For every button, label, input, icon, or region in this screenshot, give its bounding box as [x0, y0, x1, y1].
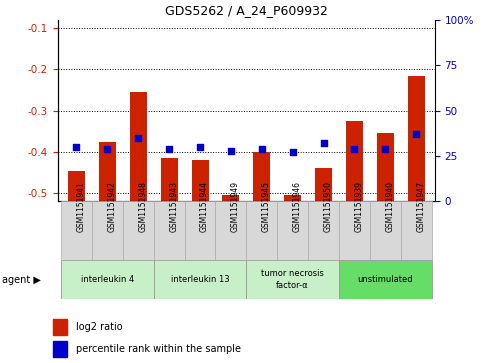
Bar	[246, 260, 339, 299]
Point	[258, 146, 266, 152]
Bar	[123, 201, 154, 260]
Text: agent ▶: agent ▶	[2, 275, 41, 285]
Bar	[53, 340, 68, 357]
Point	[227, 148, 235, 154]
Point	[134, 135, 142, 141]
Text: log2 ratio: log2 ratio	[76, 322, 123, 332]
Text: GSM1151949: GSM1151949	[231, 181, 240, 232]
Text: percentile rank within the sample: percentile rank within the sample	[76, 344, 241, 354]
Bar	[61, 201, 92, 260]
Point	[351, 146, 358, 152]
Point	[412, 131, 420, 137]
Bar	[408, 76, 425, 201]
Point	[320, 140, 327, 146]
Bar	[315, 168, 332, 201]
Bar	[68, 171, 85, 201]
Point	[382, 146, 389, 152]
Bar	[339, 201, 370, 260]
Title: GDS5262 / A_24_P609932: GDS5262 / A_24_P609932	[165, 4, 328, 17]
Text: GSM1151950: GSM1151950	[324, 181, 332, 232]
Text: GSM1151945: GSM1151945	[262, 181, 271, 232]
Text: unstimulated: unstimulated	[357, 275, 413, 284]
Bar	[154, 260, 246, 299]
Point	[289, 150, 297, 155]
Bar	[370, 201, 401, 260]
Bar	[53, 319, 68, 335]
Bar	[92, 201, 123, 260]
Bar	[130, 92, 147, 201]
Bar	[61, 260, 154, 299]
Text: interleukin 4: interleukin 4	[81, 275, 134, 284]
Bar	[99, 142, 116, 201]
Bar	[284, 195, 301, 201]
Text: GSM1151946: GSM1151946	[293, 181, 302, 232]
Text: GSM1151942: GSM1151942	[107, 181, 116, 232]
Bar	[346, 121, 363, 201]
Bar	[377, 133, 394, 201]
Point	[196, 144, 204, 150]
Text: GSM1151948: GSM1151948	[138, 181, 147, 232]
Text: GSM1151939: GSM1151939	[355, 181, 363, 232]
Text: interleukin 13: interleukin 13	[170, 275, 229, 284]
Text: GSM1151940: GSM1151940	[385, 181, 394, 232]
Text: GSM1151943: GSM1151943	[169, 181, 178, 232]
Text: tumor necrosis
factor-α: tumor necrosis factor-α	[261, 269, 324, 290]
Bar	[308, 201, 339, 260]
Point	[165, 146, 173, 152]
Bar	[192, 160, 209, 201]
Point	[103, 146, 111, 152]
Bar	[222, 195, 240, 201]
Bar	[339, 260, 432, 299]
Text: GSM1151947: GSM1151947	[416, 181, 425, 232]
Bar	[401, 201, 432, 260]
Bar	[277, 201, 308, 260]
Bar	[161, 158, 178, 201]
Bar	[185, 201, 215, 260]
Text: GSM1151941: GSM1151941	[76, 181, 85, 232]
Bar	[253, 152, 270, 201]
Bar	[246, 201, 277, 260]
Bar	[215, 201, 246, 260]
Bar	[154, 201, 185, 260]
Text: GSM1151944: GSM1151944	[200, 181, 209, 232]
Point	[72, 144, 80, 150]
